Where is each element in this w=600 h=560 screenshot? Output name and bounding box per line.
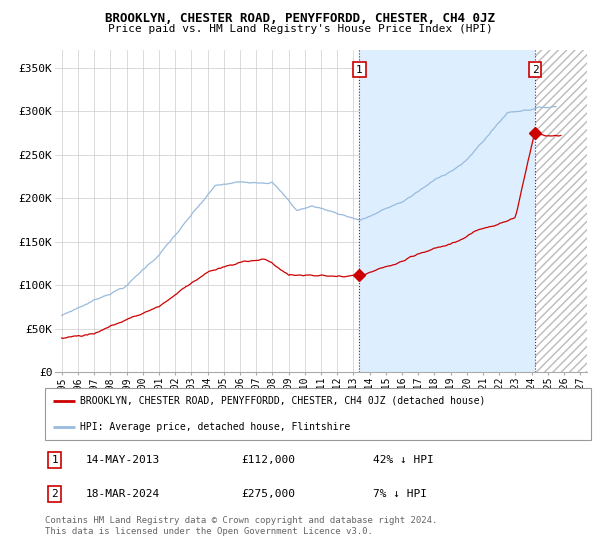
Text: £112,000: £112,000 <box>242 455 296 465</box>
Text: 2: 2 <box>52 489 58 499</box>
Text: BROOKLYN, CHESTER ROAD, PENYFFORDD, CHESTER, CH4 0JZ: BROOKLYN, CHESTER ROAD, PENYFFORDD, CHES… <box>105 12 495 25</box>
Text: 1: 1 <box>356 64 363 74</box>
Text: 7% ↓ HPI: 7% ↓ HPI <box>373 489 427 499</box>
Text: 1: 1 <box>52 455 58 465</box>
Text: BROOKLYN, CHESTER ROAD, PENYFFORDD, CHESTER, CH4 0JZ (detached house): BROOKLYN, CHESTER ROAD, PENYFFORDD, CHES… <box>80 396 486 406</box>
Text: 18-MAR-2024: 18-MAR-2024 <box>86 489 160 499</box>
Bar <box>535 50 587 372</box>
Text: £275,000: £275,000 <box>242 489 296 499</box>
Text: HPI: Average price, detached house, Flintshire: HPI: Average price, detached house, Flin… <box>80 422 351 432</box>
Text: Price paid vs. HM Land Registry's House Price Index (HPI): Price paid vs. HM Land Registry's House … <box>107 24 493 34</box>
FancyBboxPatch shape <box>45 388 591 440</box>
Text: 14-MAY-2013: 14-MAY-2013 <box>86 455 160 465</box>
Text: Contains HM Land Registry data © Crown copyright and database right 2024.
This d: Contains HM Land Registry data © Crown c… <box>45 516 437 536</box>
Bar <box>359 50 535 372</box>
Text: 42% ↓ HPI: 42% ↓ HPI <box>373 455 433 465</box>
Text: 2: 2 <box>532 64 539 74</box>
